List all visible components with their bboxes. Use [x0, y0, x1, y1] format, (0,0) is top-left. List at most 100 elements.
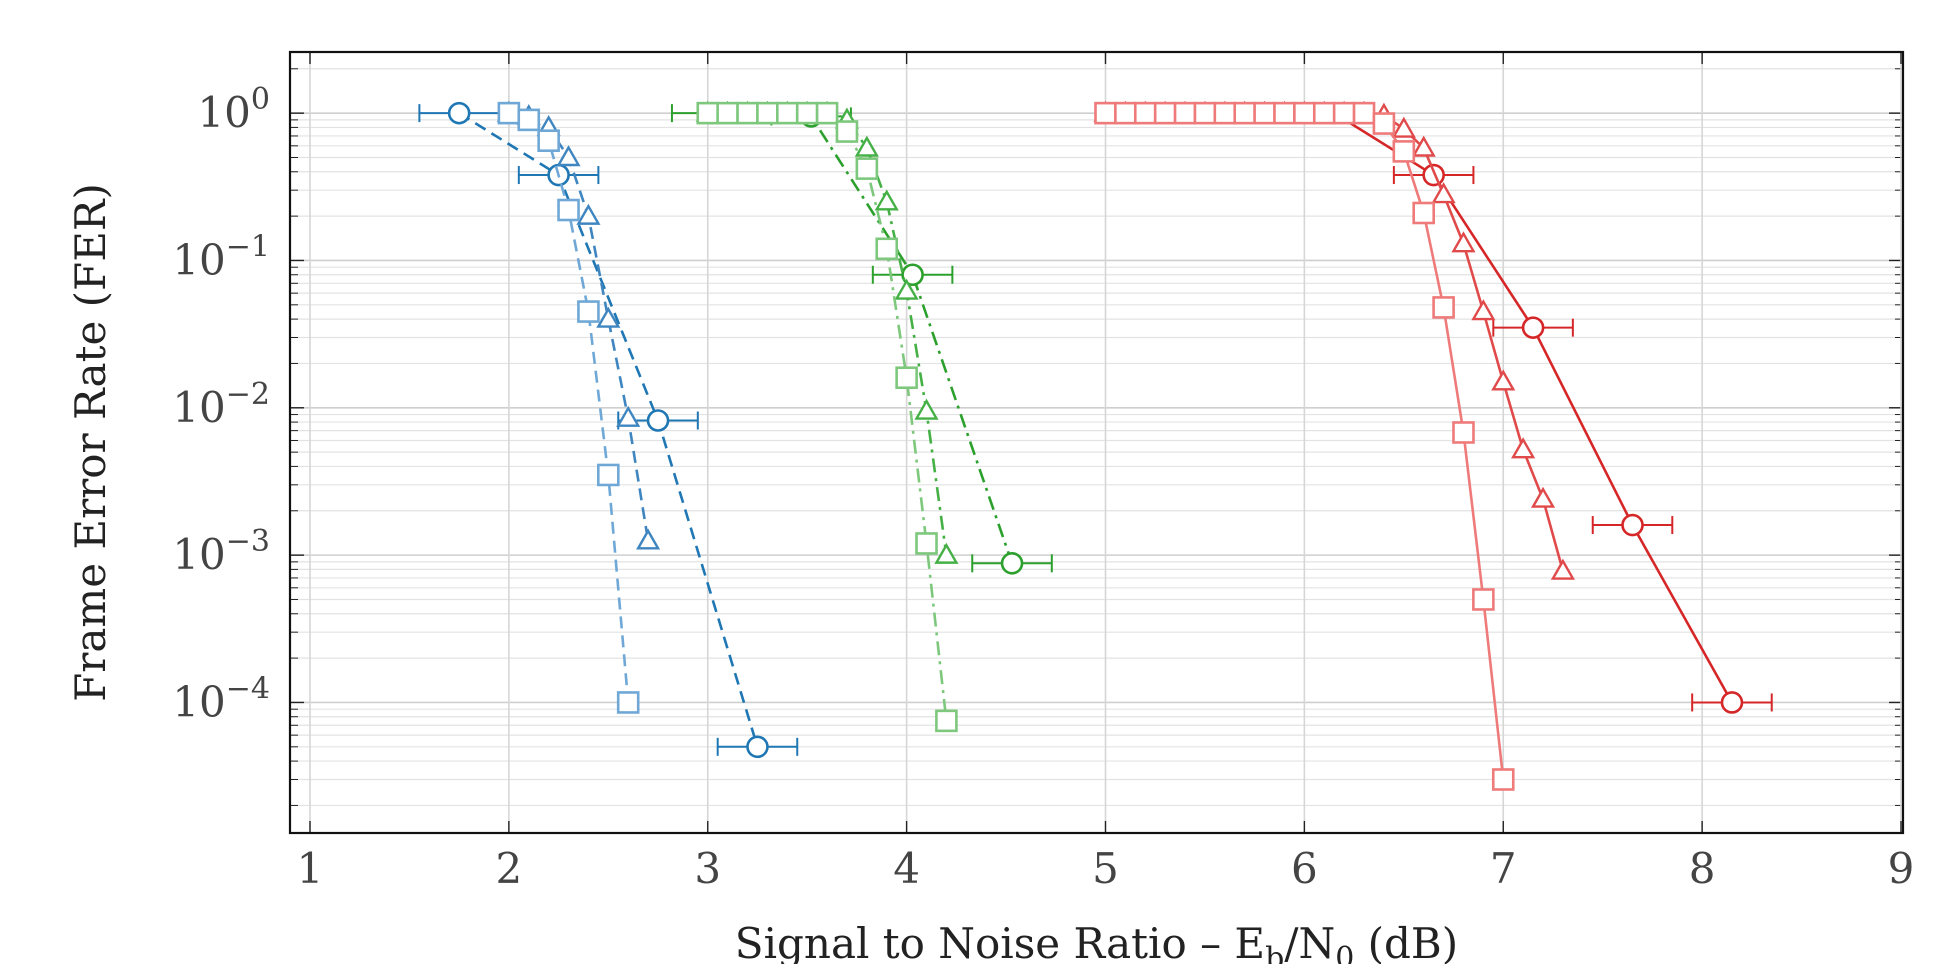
data-point [1293, 101, 1316, 125]
x-tick-label: 2 [496, 844, 523, 893]
series-line [508, 111, 650, 542]
y-tick-exponent: −2 [226, 377, 270, 412]
data-point [1451, 231, 1476, 253]
y-tick-base: 10 [172, 677, 225, 726]
data-point [1491, 369, 1516, 391]
series-line [458, 112, 759, 748]
data-point [1411, 135, 1436, 157]
data-point [577, 300, 600, 323]
y-tick-base: 10 [172, 235, 225, 284]
data-point [1000, 552, 1024, 575]
data-point [1372, 112, 1396, 135]
x-axis-title-part: Signal to Noise Ratio – E [735, 919, 1265, 964]
data-point [1193, 101, 1217, 125]
x-axis-title-part: /N [1284, 919, 1335, 964]
data-point [835, 120, 859, 143]
data-point [736, 101, 759, 125]
y-tick-label: 10−1 [172, 229, 270, 284]
x-tick-label: 3 [694, 844, 721, 893]
data-point [1094, 101, 1117, 125]
x-tick-label: 1 [297, 844, 324, 893]
series-line [711, 111, 1014, 564]
data-point [636, 528, 661, 550]
data-point [1550, 558, 1575, 580]
series-3 [497, 101, 640, 714]
data-point [1391, 116, 1416, 138]
data-point [1471, 299, 1496, 321]
data-point [1621, 513, 1644, 537]
data-point [875, 237, 899, 261]
y-tick-base: 10 [197, 88, 250, 137]
data-point [497, 101, 521, 125]
data-point [1133, 101, 1157, 125]
series-1 [418, 101, 799, 759]
data-point [935, 709, 958, 733]
series-line [1105, 111, 1565, 572]
y-tick-label: 100 [197, 82, 270, 137]
x-axis-title-subscript: b [1265, 941, 1284, 964]
x-tick-label: 5 [1092, 844, 1119, 893]
data-point [934, 542, 959, 564]
data-point [1312, 101, 1336, 125]
y-tick-exponent: 0 [251, 82, 270, 117]
data-point [1213, 101, 1237, 125]
data-point [1511, 437, 1536, 459]
x-tick-label: 6 [1291, 844, 1318, 893]
series-line [707, 111, 948, 556]
x-tick-label: 9 [1888, 844, 1915, 893]
series-8 [1093, 100, 1575, 580]
series-layer [418, 100, 1773, 791]
data-point [1412, 201, 1435, 225]
data-point [1273, 101, 1296, 125]
data-point [1720, 691, 1744, 714]
data-point [795, 101, 819, 125]
y-tick-exponent: −4 [226, 671, 270, 706]
y-tick-label: 10−4 [172, 671, 270, 726]
data-point [696, 101, 720, 125]
data-point [901, 263, 924, 287]
data-point [1432, 296, 1455, 319]
y-tick-base: 10 [172, 383, 225, 432]
data-point [815, 101, 839, 125]
plot-frame [288, 50, 1905, 835]
grid [290, 52, 1903, 833]
data-point [756, 101, 779, 125]
data-point [775, 101, 799, 125]
data-point [1233, 101, 1257, 125]
x-axis-title-part: (dB) [1354, 919, 1458, 964]
series-6 [696, 101, 958, 733]
data-point [1114, 101, 1137, 125]
data-point [576, 203, 601, 225]
data-point [1392, 140, 1416, 163]
series-9 [1094, 101, 1515, 791]
data-point [1530, 486, 1556, 508]
data-point [537, 129, 560, 153]
data-point [447, 101, 471, 125]
y-tick-exponent: −1 [226, 229, 270, 264]
data-point [616, 691, 640, 714]
series-2 [496, 100, 661, 550]
data-point [1352, 101, 1376, 125]
data-point [915, 532, 938, 555]
data-point [1332, 101, 1356, 125]
data-point [1491, 768, 1515, 791]
y-tick-label: 10−3 [172, 524, 270, 579]
data-point [874, 189, 899, 211]
data-point [1472, 588, 1495, 611]
x-axis-title-subscript: 0 [1335, 941, 1354, 964]
data-point [556, 145, 581, 167]
y-tick-label: 10−2 [172, 377, 270, 432]
data-point [616, 405, 641, 427]
series-line [707, 111, 948, 722]
data-point [854, 135, 879, 157]
data-point [1173, 101, 1197, 125]
data-point [1431, 182, 1456, 204]
data-point [894, 278, 919, 300]
y-axis-title: Frame Error Rate (FER) [66, 183, 115, 702]
y-tick-exponent: −3 [226, 524, 270, 559]
data-point [557, 198, 580, 222]
data-point [855, 157, 879, 180]
data-point [597, 463, 620, 487]
